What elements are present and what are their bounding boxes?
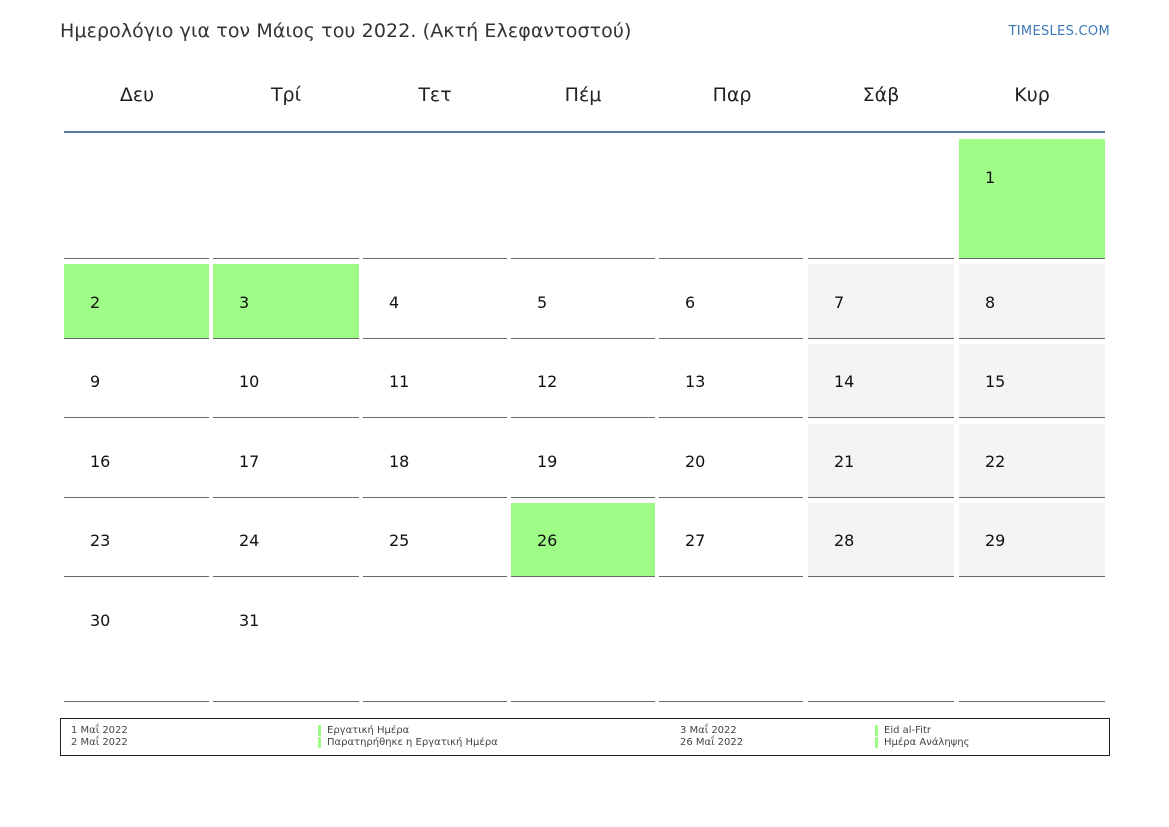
day-number: 6 [685, 293, 696, 312]
day-number: 10 [239, 372, 260, 391]
empty-day-cell [808, 139, 954, 259]
day-cell[interactable]: 21 [808, 424, 954, 498]
day-cell[interactable]: 15 [959, 344, 1105, 418]
empty-day-cell [659, 139, 803, 259]
day-number: 2 [90, 293, 101, 312]
day-cell[interactable]: 30 [64, 583, 209, 702]
day-number: 7 [834, 293, 845, 312]
day-cell[interactable]: 8 [959, 264, 1105, 339]
day-number: 4 [389, 293, 400, 312]
day-number: 26 [537, 531, 558, 550]
legend-date: 3 Μαΐ 2022 [680, 725, 737, 736]
legend-color-marker [318, 737, 321, 748]
weekday-sat: Σάβ [862, 84, 900, 106]
day-cell[interactable]: 5 [511, 264, 655, 339]
legend-holiday-name: Ημέρα Ανάληψης [884, 737, 970, 748]
legend-date: 1 Μαΐ 2022 [71, 725, 128, 736]
weekday-wed: Τετ [418, 84, 452, 106]
day-cell[interactable]: 11 [363, 344, 507, 418]
weekday-thu: Πέμ [564, 84, 602, 106]
weekday-sun: Κυρ [1014, 84, 1050, 106]
day-number: 9 [90, 372, 101, 391]
day-number: 22 [985, 452, 1006, 471]
day-cell[interactable]: 24 [213, 503, 359, 577]
day-cell[interactable]: 4 [363, 264, 507, 339]
day-cell[interactable]: 29 [959, 503, 1105, 577]
day-cell[interactable]: 20 [659, 424, 803, 498]
day-cell[interactable]: 18 [363, 424, 507, 498]
legend-holiday-name: Eid al-Fitr [884, 725, 931, 736]
empty-day-cell [363, 139, 507, 259]
empty-day-cell [64, 139, 209, 259]
day-number: 19 [537, 452, 558, 471]
day-cell[interactable]: 26 [511, 503, 655, 577]
day-number: 15 [985, 372, 1006, 391]
day-number: 3 [239, 293, 250, 312]
legend-date: 2 Μαΐ 2022 [71, 737, 128, 748]
legend-holiday-name: Εργατική Ημέρα [327, 725, 410, 736]
day-cell[interactable]: 23 [64, 503, 209, 577]
empty-day-cell [363, 583, 507, 702]
empty-day-cell [511, 139, 655, 259]
day-number: 30 [90, 611, 111, 630]
day-cell[interactable]: 28 [808, 503, 954, 577]
day-cell[interactable]: 25 [363, 503, 507, 577]
legend-color-marker [318, 725, 321, 736]
day-cell[interactable]: 9 [64, 344, 209, 418]
day-cell[interactable]: 16 [64, 424, 209, 498]
day-cell[interactable]: 22 [959, 424, 1105, 498]
day-number: 28 [834, 531, 855, 550]
day-cell[interactable]: 10 [213, 344, 359, 418]
empty-day-cell [213, 139, 359, 259]
day-number: 23 [90, 531, 111, 550]
empty-day-cell [959, 583, 1105, 702]
day-number: 11 [389, 372, 410, 391]
weekday-header-row: Δευ Τρί Τετ Πέμ Παρ Σάβ Κυρ [64, 84, 1105, 114]
day-number: 18 [389, 452, 410, 471]
day-number: 31 [239, 611, 260, 630]
holiday-legend: 1 Μαΐ 2022 Εργατική Ημέρα 2 Μαΐ 2022 Παρ… [60, 718, 1110, 756]
day-cell[interactable]: 7 [808, 264, 954, 339]
day-cell[interactable]: 6 [659, 264, 803, 339]
day-number: 25 [389, 531, 410, 550]
empty-day-cell [659, 583, 803, 702]
day-cell[interactable]: 2 [64, 264, 209, 339]
day-number: 29 [985, 531, 1006, 550]
header-divider [64, 131, 1105, 133]
day-number: 27 [685, 531, 706, 550]
day-cell[interactable]: 1 [959, 139, 1105, 259]
weekday-mon: Δευ [119, 84, 155, 106]
day-number: 14 [834, 372, 855, 391]
day-cell[interactable]: 17 [213, 424, 359, 498]
weekday-fri: Παρ [712, 84, 752, 106]
legend-color-marker [875, 725, 878, 736]
day-number: 5 [537, 293, 548, 312]
day-cell[interactable]: 19 [511, 424, 655, 498]
day-number: 16 [90, 452, 111, 471]
day-cell[interactable]: 31 [213, 583, 359, 702]
weekday-tue: Τρί [270, 84, 302, 106]
day-number: 1 [985, 168, 996, 187]
day-number: 20 [685, 452, 706, 471]
empty-day-cell [808, 583, 954, 702]
legend-holiday-name: Παρατηρήθηκε η Εργατική Ημέρα [327, 737, 498, 748]
day-number: 17 [239, 452, 260, 471]
page-title: Ημερολόγιο για τον Μάιος του 2022. (Ακτή… [60, 20, 632, 42]
legend-date: 26 Μαΐ 2022 [680, 737, 744, 748]
day-cell[interactable]: 14 [808, 344, 954, 418]
day-number: 21 [834, 452, 855, 471]
day-cell[interactable]: 13 [659, 344, 803, 418]
day-number: 13 [685, 372, 706, 391]
day-cell[interactable]: 27 [659, 503, 803, 577]
day-number: 8 [985, 293, 996, 312]
day-number: 12 [537, 372, 558, 391]
day-cell[interactable]: 12 [511, 344, 655, 418]
day-number: 24 [239, 531, 260, 550]
legend-color-marker [875, 737, 878, 748]
day-cell[interactable]: 3 [213, 264, 359, 339]
brand-link[interactable]: TIMESLES.COM [1008, 24, 1110, 39]
empty-day-cell [511, 583, 655, 702]
